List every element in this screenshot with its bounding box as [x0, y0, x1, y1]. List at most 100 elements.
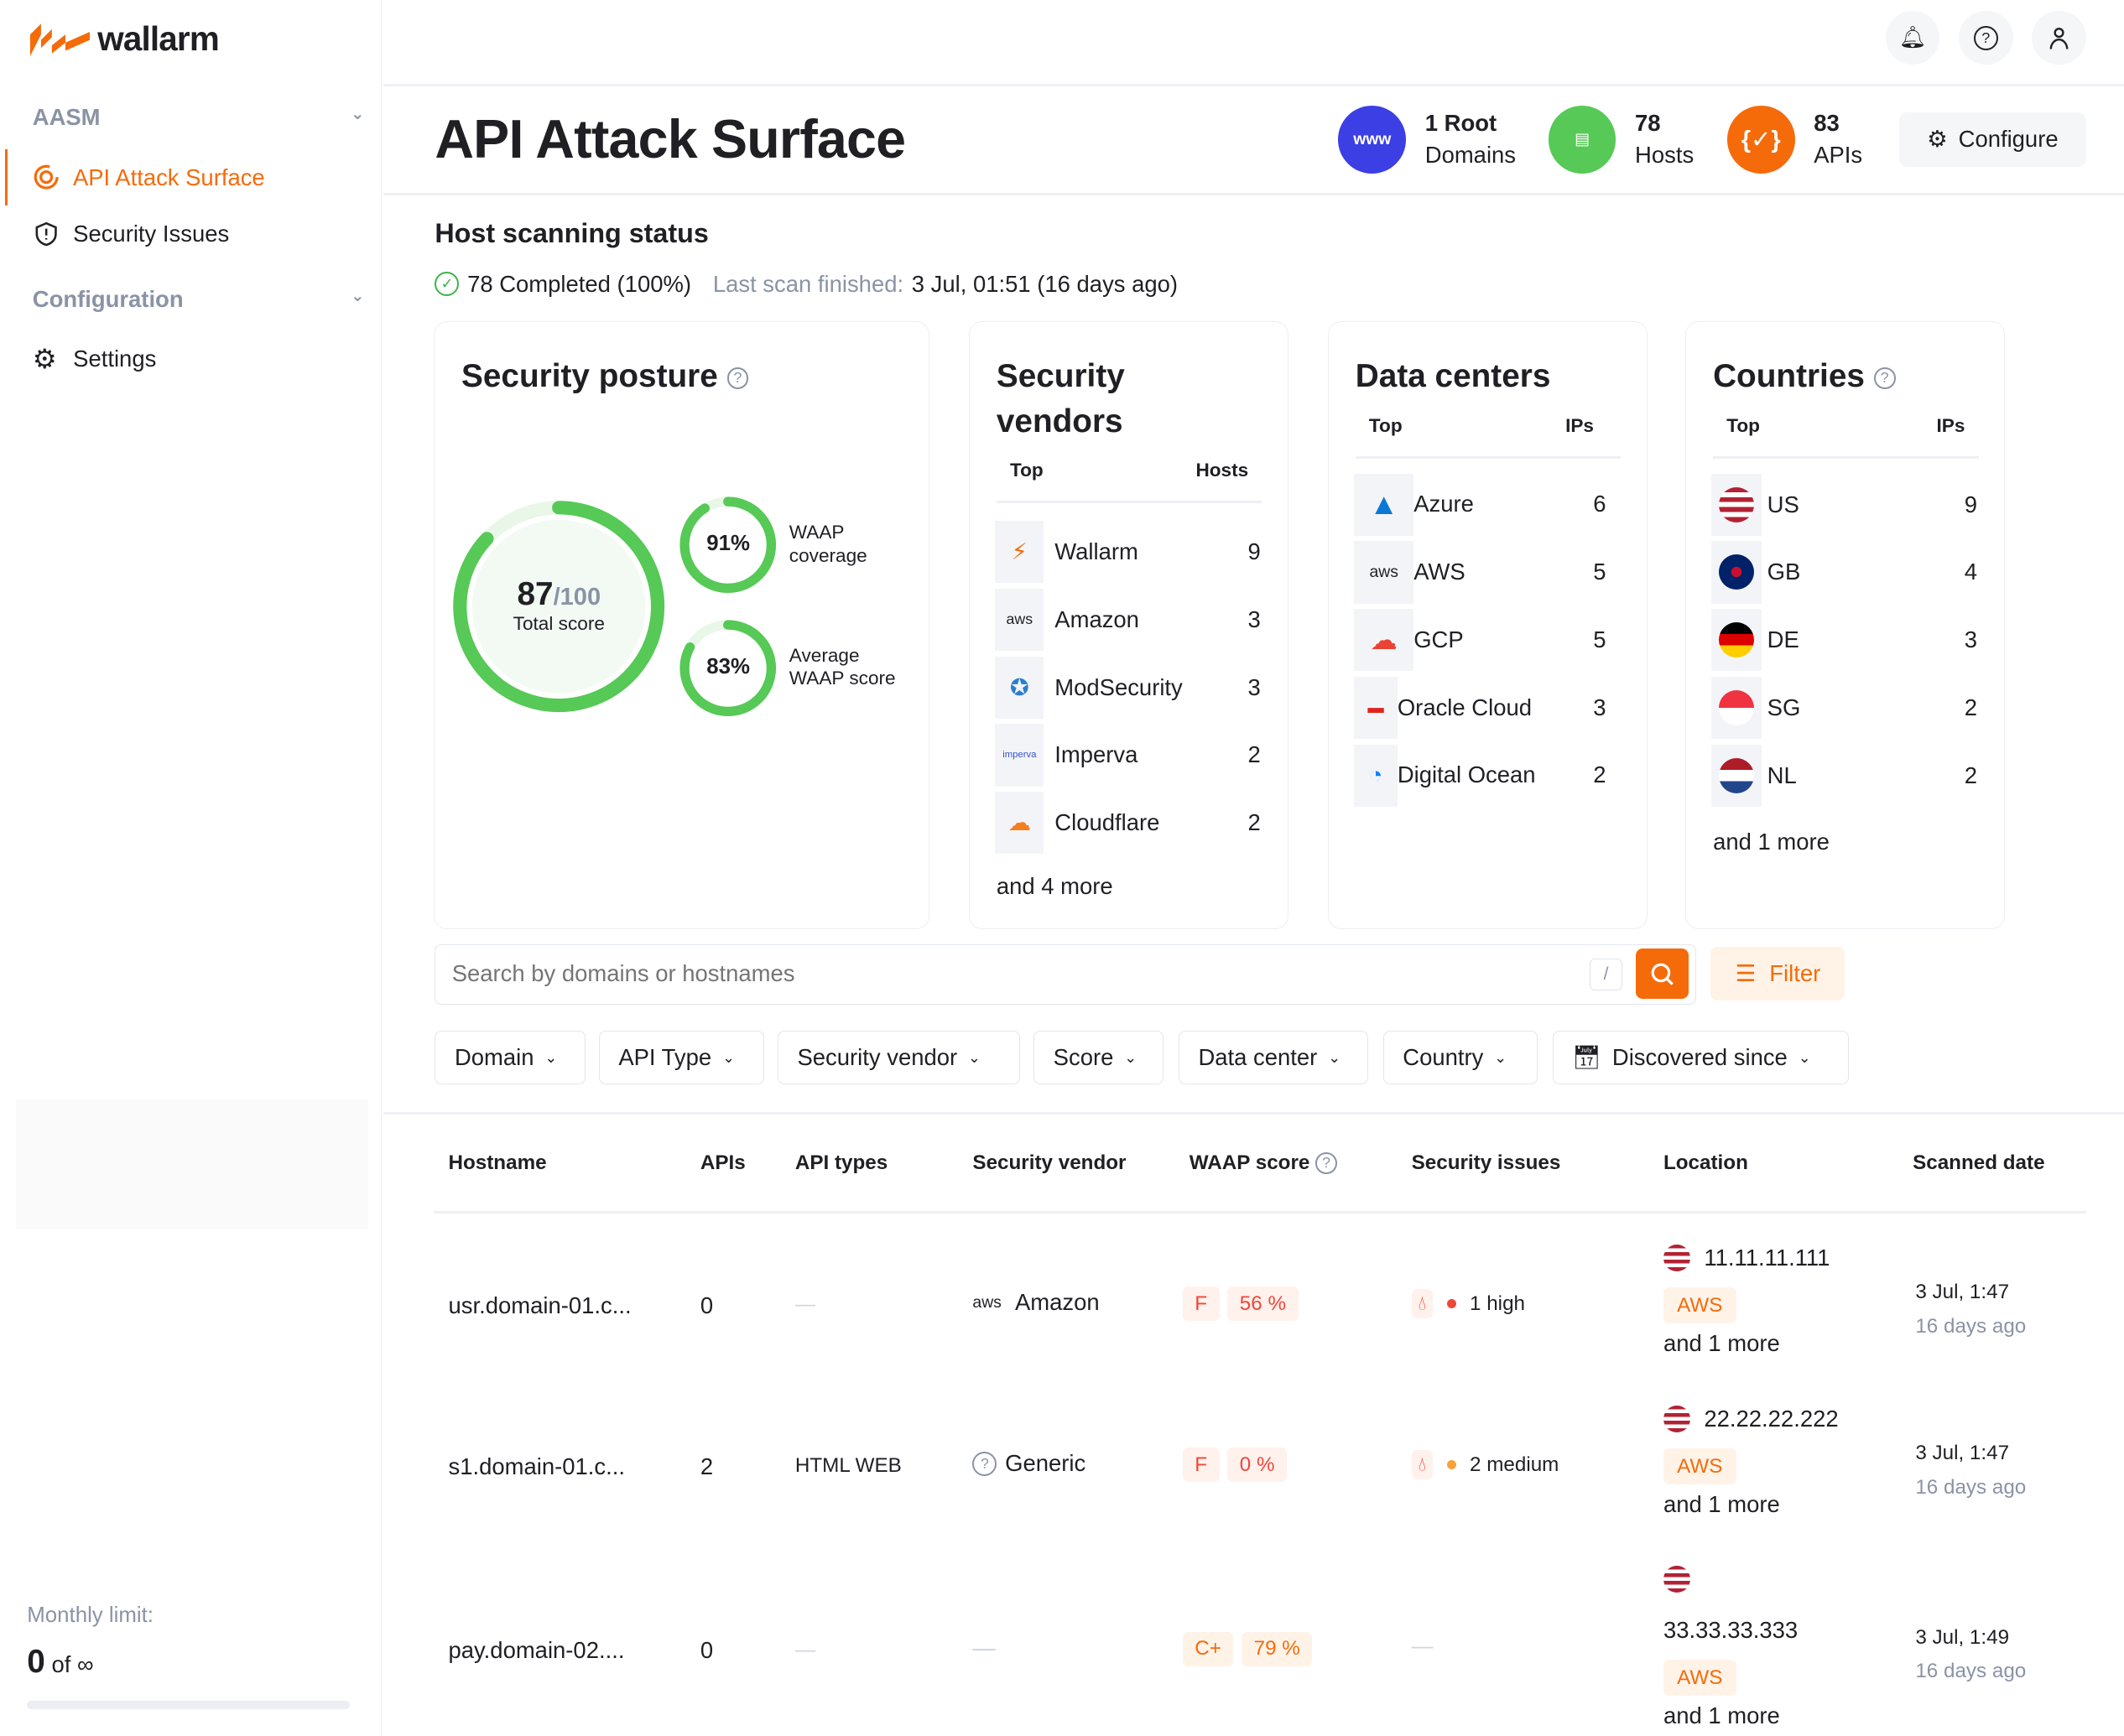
vendor-item[interactable]: ⚡ Wallarm 9 [995, 518, 1261, 586]
flag-us-icon [1711, 473, 1762, 536]
data-center-badge: AWS [1663, 1659, 1736, 1696]
stat-hosts: ▤ 78 Hosts [1548, 105, 1694, 174]
scan-status-title: Host scanning status [435, 217, 709, 248]
sidebar-placeholder [16, 1099, 369, 1230]
monthly-limit-bar [27, 1701, 350, 1709]
vendor-item[interactable]: ☁ Cloudflare 2 [995, 789, 1261, 857]
vendor-item[interactable]: ✪ ModSecurity 3 [995, 653, 1261, 721]
location-cell: 22.22.22.222 AWS and 1 more [1663, 1403, 1839, 1521]
country-item[interactable]: GB 4 [1711, 538, 1977, 606]
filter-dropdown-data-center[interactable]: Data center ⌄ [1178, 1030, 1368, 1085]
vendor-logo-icon: imperva [995, 724, 1044, 787]
sidebar-item-api-attack-surface[interactable]: API Attack Surface [5, 148, 382, 206]
waap-coverage-value: 91% [706, 531, 750, 555]
chevron-down-icon: ⌄ [722, 1048, 735, 1066]
data-centers-card: Data centers Top IPs ▲ Azure 6 aws AWS 5 ☁ GCP 5 ▬… [1327, 320, 1648, 929]
column-header[interactable]: WAAP score ? [1190, 1151, 1337, 1175]
data-center-badge: AWS [1663, 1286, 1736, 1323]
chevron-down-icon: ⌄ [351, 286, 365, 305]
hostname-cell[interactable]: usr.domain-01.c... [448, 1292, 632, 1318]
configure-button[interactable]: ⚙ Configure [1898, 112, 2086, 167]
severity-dot [1446, 1460, 1456, 1470]
hostname-cell[interactable]: s1.domain-01.c... [448, 1453, 625, 1479]
filter-button[interactable]: ☰ Filter [1710, 946, 1845, 1001]
security-vendors-card: Security vendors Top Hosts ⚡ Wallarm 9 aws Am… [968, 320, 1288, 929]
flag-us-icon [1663, 1565, 1691, 1593]
flag-us-icon [1663, 1406, 1691, 1433]
user-icon[interactable] [2032, 10, 2086, 65]
location-cell: 33.33.33.333 AWS and 1 more [1663, 1565, 1798, 1733]
scan-status-line: ✓ 78 Completed (100%) Last scan finished… [435, 271, 1178, 298]
vendor-logo-icon: ✪ [995, 656, 1044, 719]
page-title: API Attack Surface [435, 109, 906, 170]
data-center-item[interactable]: aws AWS 5 [1354, 538, 1606, 606]
data-center-item[interactable]: ☁ GCP 5 [1354, 606, 1606, 674]
www-icon: www [1338, 105, 1407, 174]
sidebar-section-aasm[interactable]: AASM ⌄ [32, 104, 365, 131]
country-item[interactable]: DE 3 [1711, 606, 1977, 674]
total-score: 87/100 Total score [513, 576, 605, 635]
chevron-down-icon: ⌄ [968, 1048, 981, 1066]
country-item[interactable]: NL 2 [1711, 741, 1977, 809]
wallarm-logo[interactable]: wallarm [29, 19, 220, 59]
target-icon [34, 165, 59, 190]
location-more-link[interactable]: and 1 more [1663, 1702, 1780, 1728]
filter-dropdown-security-vendor[interactable]: Security vendor ⌄ [777, 1030, 1020, 1085]
countries-more-link[interactable]: and 1 more [1713, 828, 1830, 855]
column-header[interactable]: Scanned date [1913, 1151, 2045, 1174]
vendors-more-link[interactable]: and 4 more [996, 872, 1113, 899]
total-score-ring [453, 500, 665, 712]
vendor-logo-icon: aws [995, 588, 1044, 652]
help-icon[interactable]: ? [1959, 10, 2013, 65]
column-header[interactable]: API types [794, 1151, 888, 1174]
security-issues-cell: 💧︎ 2 medium [1411, 1450, 1559, 1479]
severity-dot [1446, 1298, 1456, 1309]
data-center-logo-icon: ▬ [1354, 676, 1398, 740]
scanned-date-cell: 3 Jul, 1:49 16 days ago [1915, 1625, 2027, 1683]
column-header[interactable]: APIs [700, 1151, 746, 1174]
column-header[interactable]: Location [1663, 1151, 1748, 1174]
country-item[interactable]: US 9 [1711, 470, 1977, 538]
country-item[interactable]: SG 2 [1711, 674, 1977, 742]
search-input[interactable] [451, 955, 1563, 993]
bell-icon[interactable]: 🔔︎ [1885, 10, 1940, 65]
location-more-link[interactable]: and 1 more [1663, 1329, 1780, 1356]
help-icon[interactable]: ? [1873, 367, 1896, 390]
vendor-logo-icon: ⚡ [995, 521, 1044, 584]
chevron-down-icon: ⌄ [1494, 1048, 1507, 1066]
data-center-logo-icon: ◔ [1354, 744, 1398, 807]
flag-us-icon [1663, 1245, 1691, 1272]
hostname-cell[interactable]: pay.domain-02.... [448, 1637, 625, 1664]
data-center-item[interactable]: ▲ Azure 6 [1354, 470, 1606, 538]
filter-dropdown-discovered-since[interactable]: 📅︎ Discovered since ⌄ [1552, 1030, 1850, 1085]
filter-dropdown-domain[interactable]: Domain ⌄ [435, 1030, 586, 1085]
filter-dropdown-api-type[interactable]: API Type ⌄ [598, 1030, 764, 1085]
column-header[interactable]: Hostname [448, 1151, 547, 1174]
help-icon[interactable]: ? [726, 367, 749, 390]
search-button[interactable] [1636, 949, 1689, 1000]
chevron-down-icon: ⌄ [544, 1048, 558, 1066]
apis-cell: 0 [700, 1637, 714, 1664]
average-waap-ring [679, 620, 777, 717]
sidebar-section-configuration[interactable]: Configuration ⌄ [32, 285, 365, 312]
aws-logo-icon: aws [972, 1292, 1002, 1312]
column-header[interactable]: Security vendor [972, 1151, 1127, 1174]
data-center-item[interactable]: ◔ Digital Ocean 2 [1354, 741, 1606, 809]
filter-dropdown-score[interactable]: Score ⌄ [1033, 1030, 1164, 1085]
sidebar-item-settings[interactable]: ⚙ Settings [32, 343, 157, 374]
data-center-badge: AWS [1663, 1448, 1736, 1484]
filter-dropdown-country[interactable]: Country ⌄ [1382, 1030, 1538, 1085]
vendor-cell: ? Generic [972, 1450, 1085, 1477]
filter-icon: ☰ [1735, 960, 1757, 987]
vendor-item[interactable]: imperva Imperva 2 [995, 721, 1261, 789]
sidebar-item-security-issues[interactable]: Security Issues [5, 205, 382, 262]
help-icon[interactable]: ? [1315, 1152, 1337, 1175]
location-more-link[interactable]: and 1 more [1663, 1491, 1780, 1518]
column-header[interactable]: Security issues [1411, 1151, 1561, 1174]
security-issues-cell: 💧︎ 1 high [1411, 1289, 1525, 1318]
flag-de-icon [1711, 609, 1762, 672]
security-issues-cell: — [1411, 1635, 1434, 1659]
data-center-item[interactable]: ▬ Oracle Cloud 3 [1354, 674, 1606, 742]
vendor-item[interactable]: aws Amazon 3 [995, 586, 1261, 654]
scanned-date-cell: 3 Jul, 1:47 16 days ago [1915, 1442, 2027, 1499]
